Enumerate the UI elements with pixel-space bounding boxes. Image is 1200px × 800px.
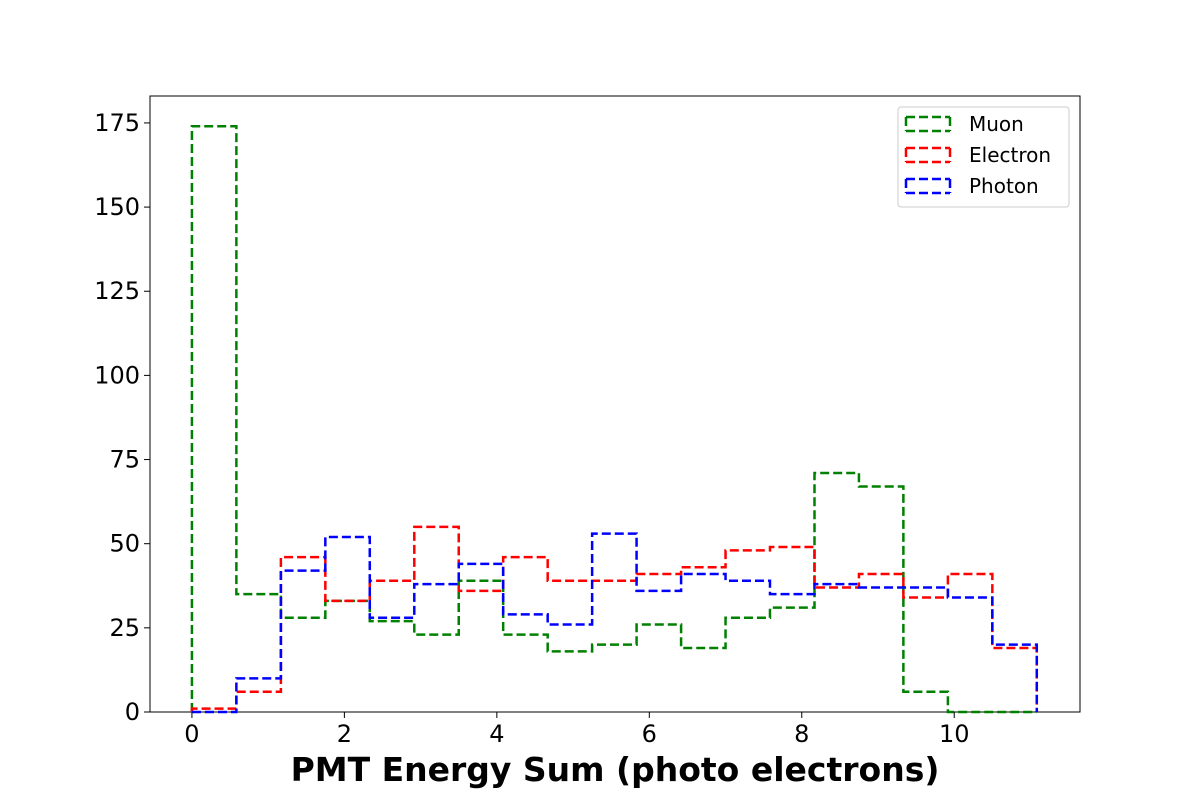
x-axis-ticks: 0 2 4 6 8 10 (184, 712, 969, 748)
legend-swatch-electron (904, 146, 952, 164)
x-tick-label: 8 (794, 720, 809, 748)
y-tick-label: 0 (125, 698, 140, 726)
x-tick-label: 0 (184, 720, 199, 748)
legend-swatch-photon (904, 177, 952, 195)
legend-label-electron: Electron (969, 143, 1051, 167)
x-tick-label: 6 (642, 720, 657, 748)
y-tick-label: 50 (109, 530, 140, 558)
y-tick-label: 100 (94, 361, 140, 389)
legend-label-photon: Photon (969, 174, 1039, 198)
legend-swatch-muon (904, 115, 952, 133)
x-axis-label: PMT Energy Sum (photo electrons) (291, 750, 940, 789)
y-tick-label: 150 (94, 193, 140, 221)
legend-label-muon: Muon (969, 112, 1024, 136)
x-tick-label: 10 (939, 720, 970, 748)
series-line-muon (190, 125, 1037, 714)
y-tick-label: 125 (94, 277, 140, 305)
y-tick-label: 175 (94, 109, 140, 137)
x-tick-label: 4 (489, 720, 504, 748)
series-layer (190, 125, 1039, 714)
series-line-photon (191, 532, 1039, 714)
x-tick-label: 2 (337, 720, 352, 748)
y-tick-label: 25 (109, 614, 140, 642)
legend: Muon Electron Photon (897, 106, 1070, 208)
y-axis-ticks: 0 25 50 75 100 125 150 175 (94, 109, 150, 726)
y-tick-label: 75 (109, 446, 140, 474)
